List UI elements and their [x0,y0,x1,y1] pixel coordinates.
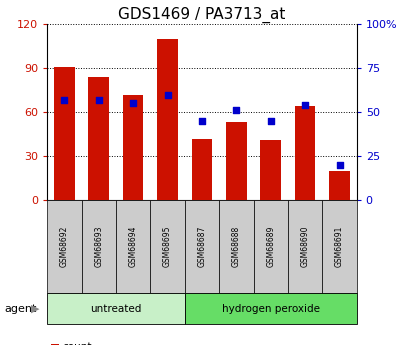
Text: GSM68687: GSM68687 [197,226,206,267]
Text: GSM68690: GSM68690 [300,226,309,267]
Bar [157,39,178,200]
Text: GSM68691: GSM68691 [334,226,343,267]
Point [164,92,171,97]
Bar [54,67,74,200]
Text: GSM68693: GSM68693 [94,226,103,267]
Text: GSM68694: GSM68694 [128,226,137,267]
Bar [294,106,315,200]
Point [95,97,102,102]
Text: GSM68688: GSM68688 [231,226,240,267]
Title: GDS1469 / PA3713_at: GDS1469 / PA3713_at [118,7,285,23]
Text: agent: agent [4,304,36,314]
Point [130,101,136,106]
Bar [123,95,143,200]
Point [267,118,273,124]
Bar [225,122,246,200]
Point [198,118,204,124]
Bar [88,77,109,200]
Point [301,102,308,108]
Text: untreated: untreated [90,304,141,314]
Bar [191,139,212,200]
Text: GSM68689: GSM68689 [265,226,274,267]
Text: GSM68695: GSM68695 [163,226,172,267]
Text: GSM68692: GSM68692 [60,226,69,267]
Text: ▶: ▶ [31,304,39,314]
Bar [328,171,349,200]
Text: count: count [63,342,92,345]
Text: hydrogen peroxide: hydrogen peroxide [221,304,319,314]
Point [61,97,67,102]
Point [232,108,239,113]
Bar [260,140,280,200]
Point [335,162,342,168]
